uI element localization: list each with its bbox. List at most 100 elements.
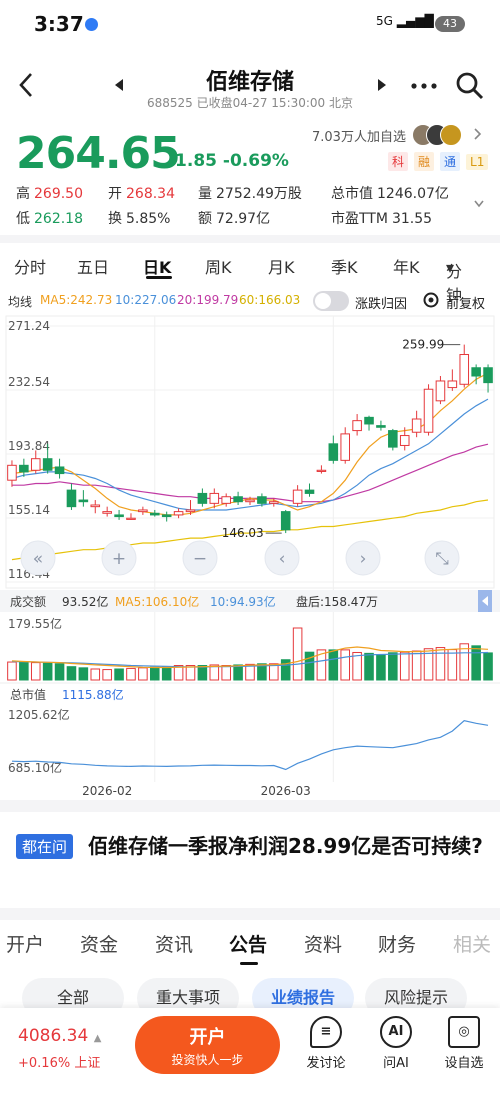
tab-intraday[interactable]: 分时 [14, 258, 47, 277]
mktcap-value: 1115.88亿 [62, 687, 124, 702]
control-glyph: − [193, 549, 207, 569]
candle-body [292, 489, 303, 504]
mktcap-label: 总市值 [10, 687, 46, 702]
candle-body [126, 517, 136, 520]
scroll-left-icon[interactable]: « [20, 540, 56, 576]
tab-week-k[interactable]: 周K [205, 258, 232, 277]
change-value: -1.85 [168, 151, 217, 171]
candle-body [423, 388, 434, 433]
pill-earnings[interactable]: 业绩报告 [252, 978, 354, 1008]
candle-body [459, 354, 470, 385]
followers-count[interactable]: 7.03万人加自选 [312, 130, 406, 145]
volume-bar [114, 668, 124, 681]
tab-day-k[interactable]: 日K [143, 258, 172, 277]
mktcap-label: 总市值 [331, 186, 373, 202]
pill-major[interactable]: 重大事项 [137, 978, 239, 1008]
tab-related[interactable]: 相关 [453, 934, 492, 956]
stock-status: 688525 已收盘04-27 15:30:00 北京 [0, 94, 500, 111]
add-favorite-label: 设自选 [444, 1056, 484, 1071]
chevron-down-icon[interactable] [474, 200, 484, 208]
tab-announcements[interactable]: 公告 [229, 934, 268, 956]
tab-five-day[interactable]: 五日 [77, 258, 110, 277]
open-account-button[interactable]: 开户 投资快人一步 [135, 1016, 280, 1074]
y-tick-label: 155.14 [8, 503, 50, 517]
control-glyph: + [112, 549, 126, 569]
volume-bar [388, 652, 398, 681]
tab-financials[interactable]: 财务 [378, 934, 417, 956]
candle-body [304, 489, 315, 494]
candle-body [173, 511, 184, 516]
prev-stock-icon[interactable] [114, 79, 124, 91]
index-value[interactable]: 4086.34 ▲ [18, 1026, 101, 1046]
tab-profile[interactable]: 资料 [304, 934, 343, 956]
volume-bar [471, 645, 481, 681]
tab-funds[interactable]: 资金 [80, 934, 119, 956]
tab-season-k[interactable]: 季K [331, 258, 358, 277]
volume-bar [280, 659, 291, 681]
stock-name: 佰维存储 [205, 70, 294, 95]
discuss-button[interactable]: ≡ 发讨论 [296, 1016, 356, 1071]
candle-body [257, 496, 267, 504]
candle-body [388, 430, 398, 448]
next-stock-icon[interactable] [377, 79, 387, 91]
collapse-icon [482, 596, 488, 606]
control-glyph: « [33, 549, 43, 569]
index-value-text: 4086.34 [18, 1026, 89, 1046]
mktcap-value: 1246.07亿 [377, 186, 449, 202]
candle-body [245, 499, 255, 503]
volume-bar [138, 667, 148, 681]
chat-icon: ≡ [310, 1016, 342, 1048]
tab-year-k[interactable]: 年K [393, 258, 420, 277]
tab-month-k[interactable]: 月K [268, 258, 295, 277]
tab-account[interactable]: 开户 [6, 934, 45, 956]
tab-news[interactable]: 资讯 [155, 934, 194, 956]
mktcap-line [11, 720, 489, 771]
kline-chart[interactable]: 271.24232.54193.84155.14116.44259.99146.… [0, 312, 500, 797]
hot-question[interactable]: 佰维存储一季报净利润28.99亿是否可持续? 都在问 [0, 812, 500, 908]
settings-icon[interactable] [422, 291, 440, 309]
more-icon[interactable] [410, 82, 438, 90]
zoom-out-icon[interactable]: − [182, 540, 218, 576]
candle-body [316, 469, 327, 472]
volume-bar [197, 665, 208, 681]
stock-code: 688525 [146, 96, 193, 110]
chevron-right-icon[interactable] [474, 128, 482, 140]
control-bg [101, 540, 137, 576]
control-bg [264, 540, 300, 576]
volume-bar [245, 663, 255, 681]
prev-icon[interactable]: ‹ [264, 540, 300, 576]
back-icon[interactable] [16, 72, 36, 98]
pill-all[interactable]: 全部 [22, 978, 124, 1008]
ma20-label: 20:199.79 [177, 293, 239, 307]
candle-body [149, 512, 160, 516]
divider [0, 235, 500, 243]
low-stat: 低 262.18 [16, 208, 83, 228]
attribution-toggle[interactable] [313, 291, 349, 311]
notification-icon [85, 18, 98, 31]
next-icon[interactable]: › [345, 540, 381, 576]
volume-header-bg [0, 590, 500, 612]
volume-bar [423, 648, 434, 681]
x-tick-label: 2026-02 [82, 784, 132, 797]
volume-bar [316, 649, 327, 681]
after-hours-volume: 盘后:158.47万 [296, 594, 378, 609]
favorite-icon: ◎ [448, 1016, 480, 1048]
amount-value: 72.97亿 [216, 211, 271, 227]
open-stat: 开 268.34 [108, 183, 175, 203]
adjust-label[interactable]: 前复权 [446, 297, 486, 312]
control-bg [20, 540, 56, 576]
high-label: 高 [16, 186, 30, 202]
info-tabs: 开户 资金 资讯 公告 资料 财务 相关 [0, 928, 500, 965]
volume-bar [102, 669, 112, 681]
volume-y-label: 179.55亿 [8, 616, 62, 631]
tab-minute-label: 分钟 [446, 262, 463, 305]
zoom-in-icon[interactable]: + [101, 540, 137, 576]
add-favorite-button[interactable]: ◎ 设自选 [434, 1016, 494, 1071]
ask-ai-button[interactable]: AI 问AI [366, 1016, 426, 1071]
fullscreen-icon[interactable]: ⤡ [424, 540, 460, 576]
discuss-label: 发讨论 [306, 1056, 346, 1071]
pill-risk[interactable]: 风险提示 [365, 978, 467, 1008]
divider [0, 908, 500, 920]
market-status: 已收盘04-27 15:30:00 北京 [196, 96, 354, 110]
search-icon[interactable] [455, 71, 485, 101]
